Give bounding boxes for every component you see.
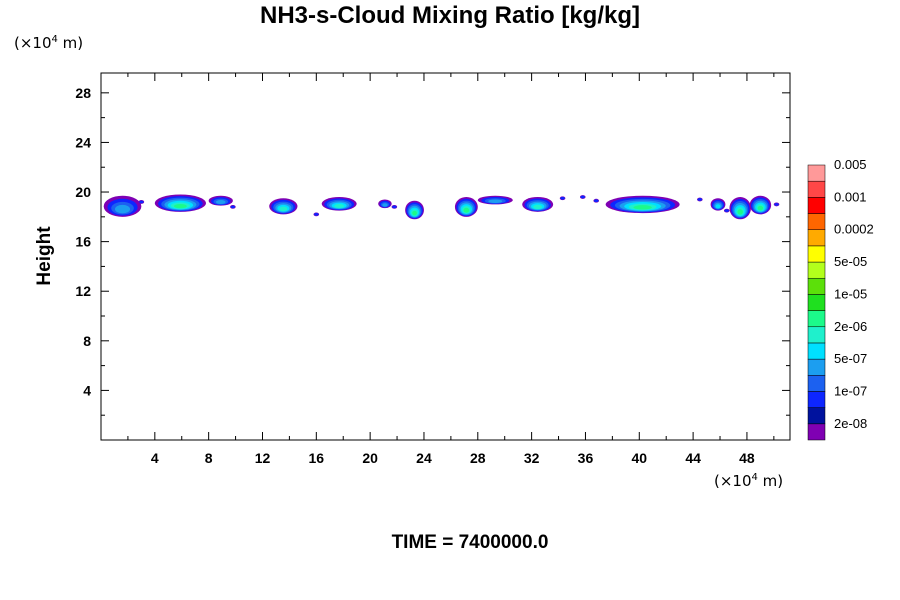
y-tick-label: 24 [75,134,91,150]
cloud-contour [114,204,131,214]
x-tick-label: 8 [205,450,213,466]
y-tick-label: 16 [75,234,91,250]
cloud-fragment [723,208,730,213]
colorbar-swatch [807,229,826,247]
chart-title: NH3-s-Cloud Mixing Ratio [kg/kg] [260,2,640,29]
cloud-fragment [391,205,398,209]
x-tick-label: 16 [309,450,325,466]
cloud-blob [378,199,392,209]
cloud-fragment [593,198,600,203]
cloud-blob [208,195,233,206]
y-tick-label: 8 [83,333,91,349]
x-tick-label: 48 [739,450,755,466]
y-axis-label: Height [34,226,55,286]
x-tick-label: 12 [255,450,271,466]
cloud-fragment [313,212,320,217]
colorbar-swatch [807,261,826,279]
colorbar-swatch [807,407,826,425]
cloud-contour [488,199,503,203]
x-unit-prefix: (×10 [714,472,752,490]
cloud-contour [715,204,721,209]
y-unit-suffix: m) [57,34,84,52]
colorbar-swatch [807,310,826,328]
y-axis-unit: (×104 m) [14,34,83,52]
x-axis-unit: (×104 m) [714,472,783,490]
colorbar-swatch [807,277,826,295]
cloud-blob [710,198,726,211]
x-tick-label: 32 [524,450,540,466]
cloud-contour [633,205,652,210]
cloud-contour [279,206,288,212]
time-label: TIME = 7400000.0 [391,532,549,553]
cloud-blob [154,194,206,212]
cloud-blob [454,196,478,217]
cloud-blob [103,195,142,217]
cloud-blob [405,200,424,220]
colorbar-label: 1e-07 [834,383,867,398]
cloud-contour [533,204,543,209]
colorbar-swatch [807,164,826,182]
colorbar-swatch [807,180,826,198]
cloud-blob [321,196,357,211]
x-unit-exponent: 4 [751,472,758,483]
x-tick-label: 4 [151,450,159,466]
cloud-blob [749,195,772,215]
y-tick-label: 28 [75,85,91,101]
colorbar-swatch [807,213,826,230]
cloud-blob [605,195,680,214]
cloud-contour [215,200,226,205]
colorbar-label: 2e-06 [834,319,867,334]
cloud-blob [269,198,298,215]
cloud-fragment [697,197,703,202]
colorbar-label: 0.001 [834,189,867,204]
cloud-fragment [230,205,236,209]
cloud-contour [757,205,764,211]
cloud-blob [522,196,554,212]
cloud-field [103,194,780,220]
colorbar-label: 5e-05 [834,254,867,269]
x-unit-suffix: m) [757,472,784,490]
colorbar-label: 0.0002 [834,222,874,237]
colorbar-swatch [807,326,826,344]
colorbar-swatch [807,391,826,408]
x-tick-label: 24 [416,450,432,466]
colorbar-legend: 2e-08 1e-07 5e-07 2e-06 1e-05 5e-05 0.0002 0.00… [807,157,874,441]
cloud-contour [412,210,417,216]
cloud-fragment [579,195,586,199]
colorbar-swatch [807,294,826,311]
y-tick-label: 20 [75,184,91,200]
colorbar-label: 0.005 [834,157,867,172]
cloud-blob [729,196,751,220]
cloud-blob [477,195,513,205]
colorbar-swatch [807,245,826,263]
cloud-contour [334,204,345,208]
x-tick-label: 28 [470,450,486,466]
colorbar-swatch [807,375,826,392]
colorbar-swatch [807,342,826,360]
colorbar-swatch [807,358,826,376]
cloud-contour [174,203,187,209]
colorbar-label: 1e-05 [834,286,867,301]
y-tick-label: 4 [83,382,91,398]
cloud-fragment [138,200,145,204]
colorbar-label: 5e-07 [834,351,867,366]
cloud-fragment [559,196,566,201]
x-tick-label: 36 [578,450,594,466]
x-tick-label: 44 [685,450,701,466]
plot-frame [100,72,791,441]
cloud-contour [382,203,388,207]
cloud-fragment [773,202,780,207]
x-tick-label: 20 [362,450,378,466]
colorbar-swatch [807,197,826,214]
y-tick-label: 12 [75,283,91,299]
y-unit-exponent: 4 [51,34,58,45]
x-tick-label: 40 [631,450,647,466]
colorbar-label: 2e-08 [834,416,867,431]
y-unit-prefix: (×10 [14,34,52,52]
cloud-contour [737,209,743,215]
colorbar-swatch [807,423,826,441]
cloud-contour [463,207,470,213]
